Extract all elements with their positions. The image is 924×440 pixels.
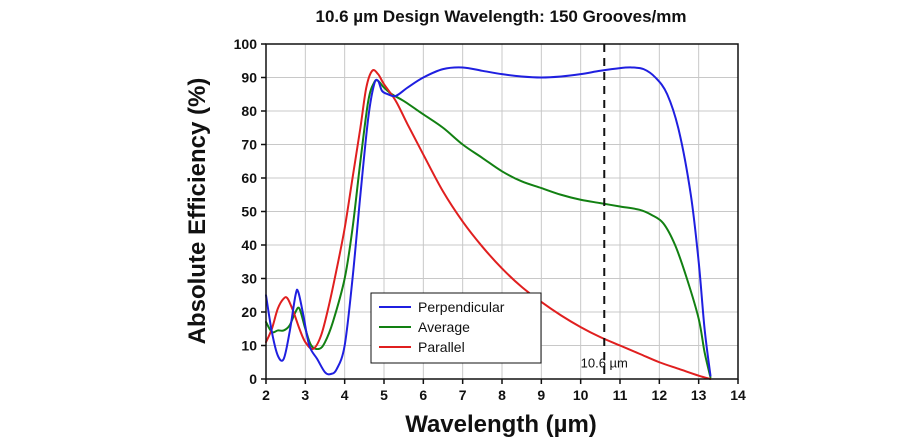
x-axis-label: Wavelength (µm) [405, 411, 597, 438]
x-tick-label: 14 [730, 387, 746, 403]
y-tick-label: 0 [249, 371, 257, 387]
x-tick-label: 11 [613, 387, 628, 403]
x-tick-label: 6 [419, 387, 427, 403]
x-tick-label: 3 [301, 387, 309, 403]
y-axis-label: Absolute Efficiency (%) [184, 78, 211, 345]
y-tick-label: 20 [241, 304, 257, 320]
annotation-layer: 10.6 µm [581, 44, 628, 379]
x-tick-label: 12 [652, 387, 668, 403]
axis-ticks: 2 3 4 5 6 7 8 9 10 11 12 13 14 0 10 20 30 40 50 60 70 80 90 100 [234, 36, 746, 403]
x-tick-label: 13 [691, 387, 707, 403]
series-line-average [265, 79, 712, 379]
y-tick-label: 10 [241, 338, 257, 354]
series-line-parallel [265, 69, 712, 380]
x-tick-label: 7 [459, 387, 467, 403]
design-wavelength-label: 10.6 µm [581, 355, 628, 370]
legend: Perpendicular Average Parallel [370, 292, 542, 364]
y-tick-label: 70 [241, 137, 257, 153]
x-tick-label: 9 [537, 387, 545, 403]
legend-entry-label: Parallel [418, 339, 465, 355]
x-tick-label: 4 [341, 387, 349, 403]
legend-entry-label: Average [418, 319, 470, 335]
x-tick-label: 5 [380, 387, 388, 403]
y-tick-label: 80 [241, 103, 257, 119]
legend-entry-label: Perpendicular [418, 299, 505, 315]
x-tick-label: 10 [573, 387, 589, 403]
y-tick-label: 90 [241, 70, 257, 86]
y-tick-label: 100 [234, 36, 258, 52]
series-line-perpendicular [265, 66, 712, 377]
y-tick-label: 40 [241, 237, 257, 253]
y-tick-label: 50 [241, 204, 257, 220]
y-tick-label: 60 [241, 170, 257, 186]
chart-title: 10.6 µm Design Wavelength: 150 Grooves/m… [315, 7, 686, 26]
series-layer [265, 66, 712, 380]
y-tick-label: 30 [241, 271, 257, 287]
x-tick-label: 8 [498, 387, 506, 403]
x-tick-label: 2 [262, 387, 270, 403]
